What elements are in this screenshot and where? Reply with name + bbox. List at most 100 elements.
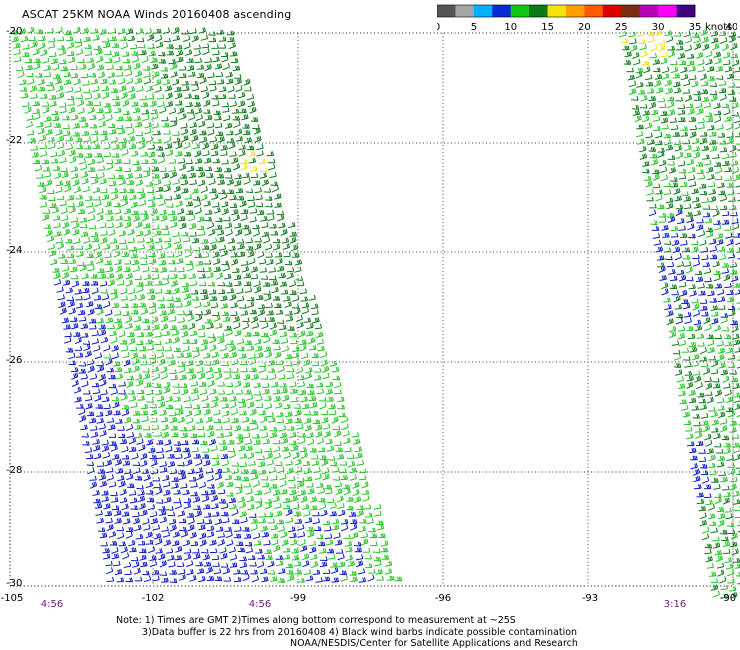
wind-barb [733,505,740,512]
wind-barb [20,92,29,99]
wind-barb [732,222,740,231]
wind-barb [145,489,154,495]
wind-barb [32,101,41,107]
wind-barb [195,166,204,172]
wind-barb [193,50,201,57]
wind-barb [286,266,295,273]
wind-barb [276,319,285,324]
wind-barb [86,359,95,366]
wind-barb [243,533,252,539]
wind-barb [192,404,201,410]
wind-barb [311,303,319,310]
wind-barb [87,265,95,272]
wind-barb [106,163,114,171]
wind-barb [157,152,165,157]
wind-barb [232,519,240,524]
wind-barb [286,367,295,373]
wind-barb [682,79,691,87]
wind-barb [220,445,228,452]
wind-barb [226,288,235,294]
colorbar-tick-label: 35 [689,22,702,33]
wind-barb [345,546,353,553]
wind-barb [175,100,183,106]
wind-barb [186,108,195,114]
wind-barb [213,258,221,265]
wind-barb [723,383,731,389]
wind-barb [731,102,739,109]
wind-barb [349,467,357,474]
wind-barb [55,180,64,187]
wind-barb [335,447,344,453]
wind-barb [198,372,206,380]
wind-barb [42,166,50,172]
wind-barb [699,183,707,189]
wind-barb [194,158,203,164]
wind-barb [629,38,637,45]
wind-barb [699,239,707,246]
wind-barb [103,42,111,49]
wind-barb [271,381,279,388]
wind-barb [250,173,259,179]
wind-barb [270,524,278,531]
wind-barb [238,144,246,150]
wind-barb [217,281,226,287]
wind-barb [123,562,132,568]
wind-barb [364,554,373,560]
wind-barb [145,539,154,545]
wind-barb [253,532,261,540]
wind-barb [169,578,178,584]
wind-barb [696,224,704,231]
wind-barb [111,43,120,48]
wind-barb [721,219,730,225]
wind-barb [242,123,250,129]
wind-barb [241,469,249,474]
wind-barb [678,160,686,167]
wind-barb [285,460,293,466]
wind-barb [148,447,156,453]
wind-barb [201,43,210,49]
wind-barb [141,416,149,423]
wind-barb [269,223,277,229]
wind-barb [125,423,134,431]
wind-barb [239,304,247,309]
wind-barb [701,533,710,541]
wind-barb [311,309,319,316]
wind-barb [70,274,79,280]
wind-barb [290,495,298,502]
wind-barb [73,237,81,245]
wind-barb [209,336,217,344]
wind-barb [173,237,182,245]
wind-barb [700,470,709,476]
wind-barb [204,361,212,366]
wind-barb [201,238,209,244]
wind-barb [113,56,121,64]
wind-barb [124,64,132,71]
wind-barb [155,288,163,294]
wind-barb [251,374,259,381]
wind-barb [709,298,717,303]
wind-barb [672,73,681,79]
wind-barb [93,345,101,352]
wind-barb [188,113,196,121]
wind-barb [204,519,213,525]
wind-barb [247,250,255,258]
wind-barb [173,396,181,402]
wind-barb [250,117,259,122]
wind-barb [670,182,679,188]
wind-barb [154,332,163,338]
wind-barb [156,351,165,359]
wind-barb [349,571,357,576]
wind-barb [134,316,142,323]
wind-barb [226,389,234,396]
wind-barb [175,302,183,308]
wind-barb [108,481,117,488]
wind-barb [36,173,44,179]
wind-barb [737,36,740,38]
wind-barb [165,548,174,554]
wind-barb [164,85,173,92]
wind-barb [273,439,281,445]
wind-barb [74,38,82,44]
wind-barb [112,144,120,150]
wind-barb [226,481,234,488]
wind-barb [109,330,117,337]
